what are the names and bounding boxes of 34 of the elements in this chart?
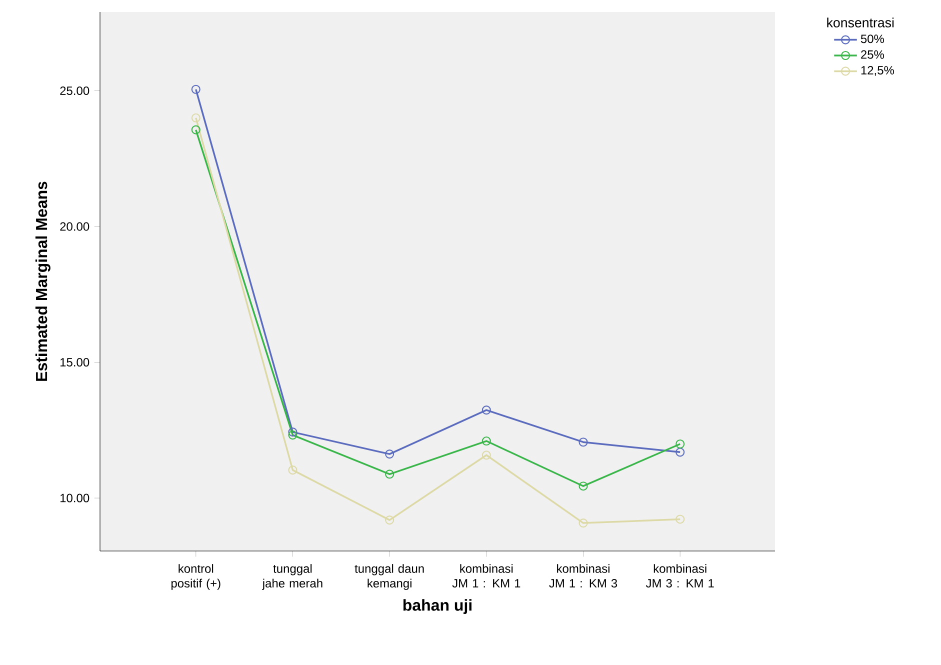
point	[676, 514, 685, 524]
point	[385, 516, 394, 525]
y-tick-label: 15.00	[60, 358, 90, 367]
point	[288, 466, 298, 475]
x-tick-label: kombinasi JM 3 : KM 1	[646, 564, 714, 588]
x-tick-label: tunggal jahe merah	[262, 564, 322, 590]
point	[578, 438, 588, 447]
point	[385, 450, 394, 459]
x-axis-title: bahan uji	[403, 599, 472, 614]
point	[676, 448, 685, 457]
x-tick-label: tunggal daun kemangi	[354, 564, 424, 590]
x-tick-label: kombinasi JM 1 : KM 3	[549, 564, 618, 588]
point	[191, 113, 200, 122]
point	[578, 482, 588, 491]
x-tick-label: kombinasi JM 1 : KM 1	[452, 564, 520, 588]
legend-label: 12,5%	[861, 66, 894, 76]
y-tick-label: 20.00	[60, 222, 90, 231]
point	[288, 428, 298, 437]
x-tick-label: kontrol positif (+)	[171, 564, 220, 590]
y-tick-label: 10.00	[60, 494, 90, 502]
point	[482, 436, 491, 446]
y-axis-title: Estimated Marginal Means	[35, 182, 50, 381]
point	[482, 450, 491, 460]
point	[191, 84, 200, 94]
point	[288, 430, 298, 440]
y-tick-label: 25.00	[60, 86, 90, 95]
legend-title: konsentrasi	[827, 18, 894, 28]
point	[676, 439, 685, 449]
legend-label: 25%	[861, 50, 884, 59]
point	[482, 406, 491, 415]
point	[385, 470, 394, 479]
point	[191, 125, 200, 134]
point	[578, 518, 588, 528]
legend-label: 50%	[860, 34, 884, 44]
